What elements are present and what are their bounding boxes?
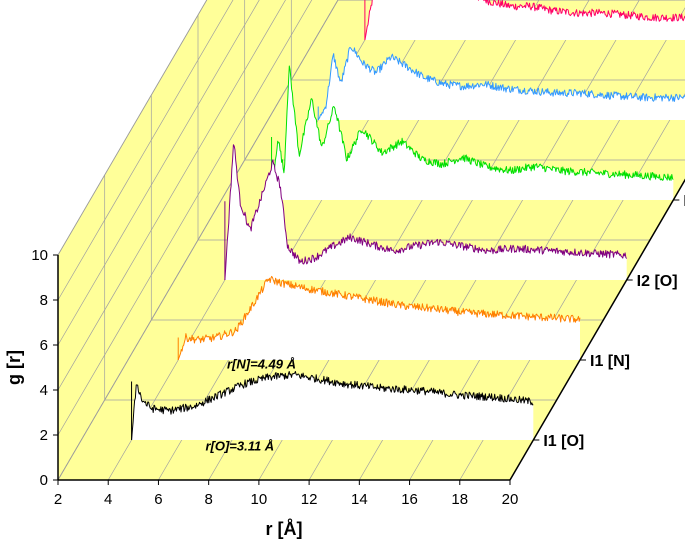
z-axis xyxy=(509,178,685,481)
series-plots xyxy=(131,0,685,441)
series-line xyxy=(131,371,534,441)
series-label: I1 [N] xyxy=(590,353,630,370)
y-axis-title: g [r] xyxy=(4,350,24,385)
series-fill xyxy=(131,371,534,440)
x-tick-label: 6 xyxy=(154,491,162,508)
x-axis-title: r [Å] xyxy=(266,519,303,539)
x-tick-label: 10 xyxy=(251,491,268,508)
y-tick-label: 4 xyxy=(40,382,48,399)
annotation-label: r[N]=4.49 Å xyxy=(227,356,296,371)
x-tick-label: 20 xyxy=(502,491,519,508)
grid-line-z xyxy=(244,0,685,161)
y-tick-label: 6 xyxy=(40,337,48,354)
series-line xyxy=(224,144,628,281)
series-line xyxy=(364,0,685,41)
y-tick-label: 10 xyxy=(31,247,48,264)
x-tick-label: 18 xyxy=(451,491,468,508)
x-tick-label: 12 xyxy=(301,491,318,508)
y-tick-label: 0 xyxy=(40,472,48,489)
series-label: I2 [O] xyxy=(637,273,678,290)
x-tick-label: 8 xyxy=(204,491,212,508)
series-fill xyxy=(364,0,685,40)
annotation-label: r[O]=3.11 Å xyxy=(205,439,274,454)
series-fill xyxy=(178,276,580,360)
grid-line-z xyxy=(197,15,650,241)
series-line xyxy=(177,275,581,361)
x-tick-label: 2 xyxy=(54,491,62,508)
series-fill xyxy=(224,144,627,280)
series-label: I1 [O] xyxy=(543,433,584,450)
x-tick-label: 16 xyxy=(401,491,418,508)
series-line xyxy=(271,65,674,201)
y-tick-label: 8 xyxy=(40,292,48,309)
series-fill xyxy=(318,47,685,120)
x-tick-label: 4 xyxy=(104,491,112,508)
series-label: I2 [N] xyxy=(683,193,685,210)
series-fill xyxy=(271,66,674,200)
y-tick-label: 2 xyxy=(40,427,48,444)
series-line xyxy=(317,46,685,121)
x-tick-label: 14 xyxy=(351,491,368,508)
axes xyxy=(53,178,685,485)
